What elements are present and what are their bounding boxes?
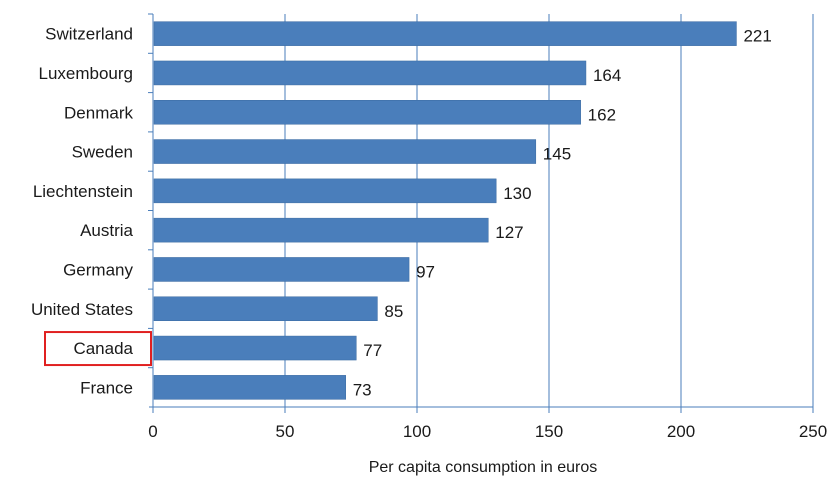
bars xyxy=(153,21,737,400)
bar-sweden xyxy=(153,139,537,164)
bar-canada xyxy=(153,335,357,361)
bar-france xyxy=(153,375,346,400)
bar-united-states xyxy=(153,296,378,321)
category-label-sweden: Sweden xyxy=(72,143,133,162)
bar-switzerland xyxy=(153,21,737,46)
category-label-germany: Germany xyxy=(63,260,133,279)
value-label-luxembourg: 164 xyxy=(593,66,621,85)
value-label-france: 73 xyxy=(353,380,372,399)
category-label-denmark: Denmark xyxy=(64,103,133,122)
value-label-liechtenstein: 130 xyxy=(503,184,531,203)
value-label-canada: 77 xyxy=(363,341,382,360)
category-label-liechtenstein: Liechtenstein xyxy=(33,182,133,201)
value-label-germany: 97 xyxy=(416,262,435,281)
category-label-canada: Canada xyxy=(73,339,133,358)
x-tick-label-200: 200 xyxy=(667,422,695,441)
category-label-united-states: United States xyxy=(31,300,133,319)
x-tick-label-0: 0 xyxy=(148,422,157,441)
bar-germany xyxy=(153,257,410,282)
value-label-denmark: 162 xyxy=(588,105,616,124)
category-label-france: France xyxy=(80,378,133,397)
value-label-united-states: 85 xyxy=(384,302,403,321)
value-label-austria: 127 xyxy=(495,223,523,242)
x-axis-title: Per capita consumption in euros xyxy=(369,459,598,476)
value-label-sweden: 145 xyxy=(543,145,571,164)
x-tick-label-150: 150 xyxy=(535,422,563,441)
value-label-switzerland: 221 xyxy=(743,27,771,46)
category-label-switzerland: Switzerland xyxy=(45,25,133,44)
bar-austria xyxy=(153,217,489,243)
bar-liechtenstein xyxy=(153,178,497,204)
labels: 0 50 100 150 200 250 Switzerland 221 Luxembourg 1… xyxy=(31,25,827,441)
bar-denmark xyxy=(153,100,581,125)
axes xyxy=(148,13,814,413)
category-label-luxembourg: Luxembourg xyxy=(38,64,133,83)
category-label-austria: Austria xyxy=(80,221,133,240)
x-tick-label-100: 100 xyxy=(403,422,431,441)
x-tick-label-50: 50 xyxy=(276,422,295,441)
highlight-box-canada xyxy=(44,331,152,367)
bar-luxembourg xyxy=(153,60,587,86)
x-tick-label-250: 250 xyxy=(799,422,827,441)
